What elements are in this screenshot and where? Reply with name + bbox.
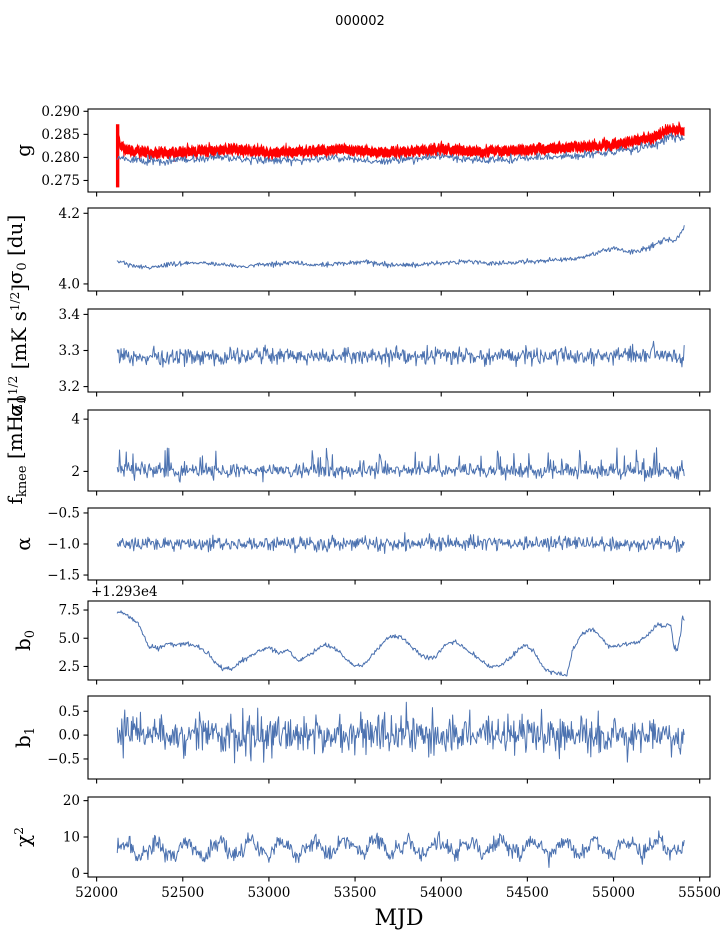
xtick-label-2: 53000 [247,885,290,901]
series-b0 [116,610,685,677]
xtick-label-5: 54500 [506,885,549,901]
ylabel-b0: b0 [11,630,38,651]
ytick-label-alpha-1: −1.0 [47,537,80,553]
ylabel-sigma0_du: σ0 [du] [3,215,30,285]
ytick-label-alpha-0: −0.5 [47,506,80,522]
ytick-label-b0-2: 7.5 [59,603,80,619]
ytick-label-chi2-0: 0 [71,866,80,882]
panel-sigma0_du: 4.0 4.2 σ0 [du] [3,206,711,296]
ytick-label-f_knee-0: 2 [71,464,80,480]
ytick-label-b1-0: −0.5 [47,752,80,768]
ylabel-sigma0_mk: σ01/2 [mK s1/2] [3,284,31,417]
ylabel-g: g [11,144,35,157]
xaxis-label: MJD [375,906,424,931]
panel-chi2: 0 10 20 52000 52500 53000 53500 54000 54500 55000… [11,793,720,901]
panel-g: 0.275 0.280 0.285 0.290 g [11,104,711,197]
ytick-label-b1-2: 0.5 [59,704,80,720]
panel-frame-sigma0_du [87,207,711,292]
series-alpha [116,532,685,554]
ylabel-alpha: α [11,537,35,551]
panel-frame-g [87,108,711,193]
panel-frame-chi2 [87,796,711,878]
ytick-label-b0-0: 2.5 [59,659,80,675]
xtick-label-1: 52500 [161,885,204,901]
panel-f_knee: 2 4 fknee [mHz] [3,397,711,505]
panel-sigma0_mk: 3.2 3.3 3.4 σ01/2 [mK s1/2] [3,284,711,417]
series-g-blue-line [116,132,685,167]
ytick-label-alpha-2: −1.5 [47,568,80,584]
offset-text-b0: +1.293e4 [91,584,158,600]
series-f-knee [116,447,685,483]
panel-frame-b0 [87,600,711,681]
ylabel-f_knee: fknee [mHz] [3,397,30,505]
xtick-label-0: 52000 [75,885,118,901]
panel-frame-b1 [87,695,711,780]
series-chi2 [116,830,685,868]
ytick-label-sigma0_mk-2: 3.4 [59,307,80,323]
series-b1 [116,701,685,764]
ytick-label-sigma0_mk-0: 3.2 [59,379,80,395]
xtick-label-7: 55500 [678,885,720,901]
ytick-label-sigma0_du-0: 4.0 [59,277,80,293]
panel-alpha: −0.5 −1.0 −1.5 α [11,506,711,585]
ytick-label-g-1: 0.280 [41,150,80,166]
xtick-label-6: 55000 [592,885,635,901]
ytick-label-chi2-2: 20 [63,793,80,809]
ytick-label-sigma0_du-1: 4.2 [59,206,80,222]
ytick-label-g-2: 0.285 [41,127,80,143]
series-g-red-band [116,121,685,162]
panel-b0: 2.5 5.0 7.5 +1.293e4 b0 [11,584,711,685]
xtick-label-4: 54000 [420,885,463,901]
figure-title: 000002 [335,14,385,29]
series-sigma0-du [116,225,685,270]
ytick-label-f_knee-1: 4 [71,412,80,428]
ylabel-b1: b1 [11,727,38,748]
panel-b1: −0.5 0.0 0.5 b1 [11,695,711,784]
ytick-label-g-0: 0.275 [41,173,80,189]
ytick-label-chi2-1: 10 [63,830,80,846]
panel-frame-f_knee [87,409,711,492]
series-sigma0-mk [116,340,685,368]
ytick-label-b0-1: 5.0 [59,631,80,647]
ytick-label-g-3: 0.290 [41,104,80,120]
ylabel-chi2: χ2 [11,827,35,847]
ytick-label-sigma0_mk-1: 3.3 [59,343,80,359]
ytick-label-b1-1: 0.0 [59,728,80,744]
xtick-label-3: 53500 [334,885,377,901]
panels-root: 0.275 0.280 0.285 0.290 g 4.0 4.2 σ0 [du] 3.2 3.3… [3,104,720,931]
